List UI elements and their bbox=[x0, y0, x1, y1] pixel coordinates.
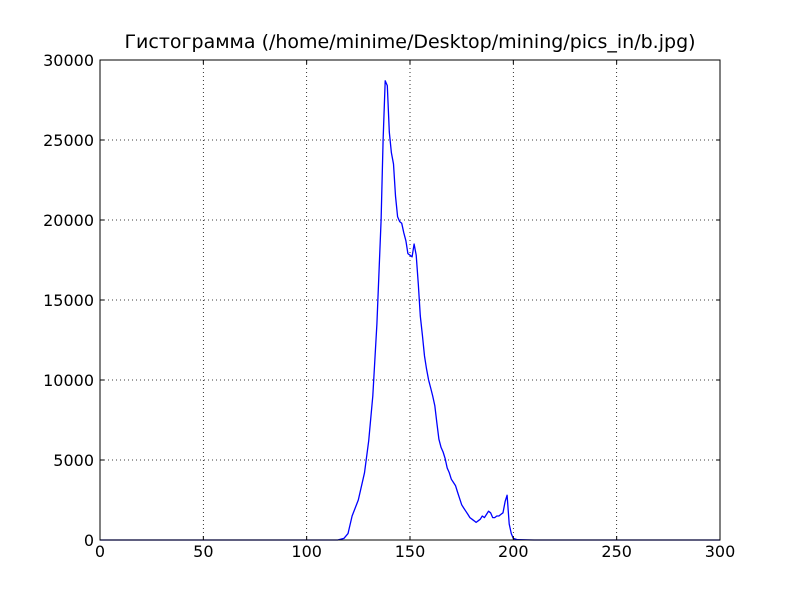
chart-title: Гистограмма (/home/minime/Desktop/mining… bbox=[124, 31, 695, 53]
series-group bbox=[100, 80, 720, 541]
y-tick-label: 10000 bbox=[43, 371, 94, 390]
x-tick-label: 0 bbox=[95, 542, 105, 561]
x-tick-labels: 0 50 100 150 200 250 300 bbox=[95, 542, 735, 561]
tick-marks bbox=[99, 59, 721, 541]
y-tick-label: 0 bbox=[84, 531, 94, 550]
x-tick-label: 100 bbox=[291, 542, 322, 561]
x-tick-label: 200 bbox=[498, 542, 529, 561]
y-tick-label: 30000 bbox=[43, 51, 94, 70]
grid-lines bbox=[100, 60, 720, 540]
y-tick-label: 25000 bbox=[43, 131, 94, 150]
x-tick-label: 300 bbox=[705, 542, 736, 561]
histogram-line bbox=[100, 80, 720, 541]
y-tick-label: 5000 bbox=[53, 451, 94, 470]
x-tick-label: 50 bbox=[193, 542, 213, 561]
y-tick-label: 15000 bbox=[43, 291, 94, 310]
x-tick-label: 250 bbox=[601, 542, 632, 561]
y-tick-label: 20000 bbox=[43, 211, 94, 230]
x-tick-label: 150 bbox=[395, 542, 426, 561]
y-tick-labels: 0 5000 10000 15000 20000 25000 30000 bbox=[43, 51, 94, 550]
